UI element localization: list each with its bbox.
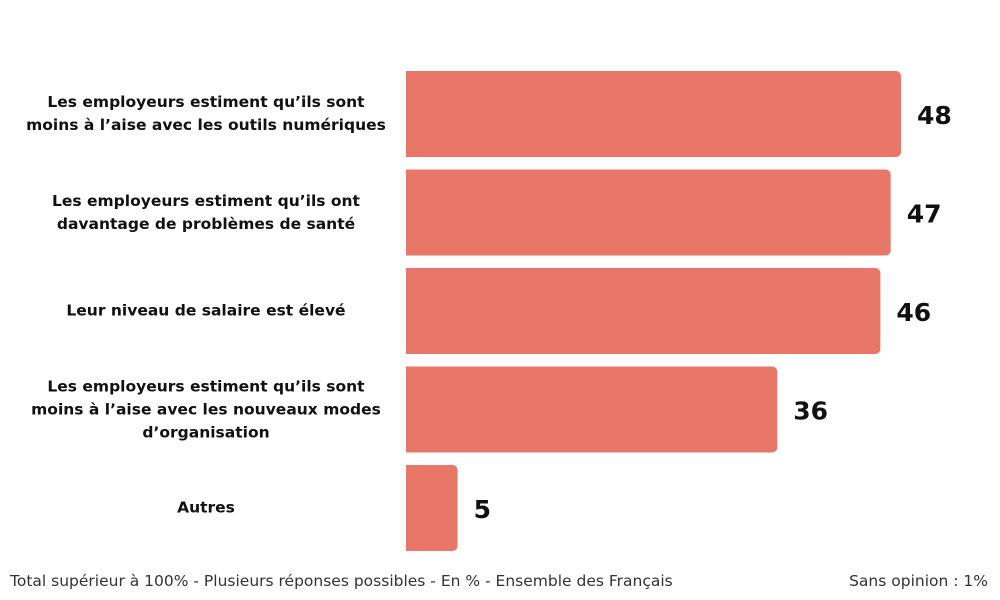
bar-2 [406, 268, 881, 354]
bar-edge-2 [406, 268, 412, 354]
bar-edge-0 [406, 71, 412, 157]
category-label-1: Les employeurs estiment qu’ils ont davan… [52, 191, 360, 233]
bar-1 [406, 169, 891, 256]
bar-4 [406, 465, 458, 551]
data-label-4: 5 [474, 495, 491, 524]
category-label-2: Leur niveau de salaire est élevé [66, 301, 346, 320]
category-label-3: Les employeurs estiment qu’ils sont moin… [31, 377, 381, 441]
data-label-3: 36 [793, 397, 828, 426]
bar-edge-4 [406, 465, 412, 551]
no-opinion-note: Sans opinion : 1% [849, 572, 988, 590]
bar-edge-1 [406, 169, 412, 256]
footer-note: Total supérieur à 100% - Plusieurs répon… [10, 572, 673, 590]
data-label-0: 48 [917, 101, 952, 130]
category-label-4: Autres [177, 498, 235, 517]
data-label-1: 47 [907, 200, 942, 229]
bar-3 [406, 366, 778, 453]
data-label-2: 46 [896, 298, 931, 327]
bar-0 [406, 71, 901, 157]
category-label-0: Les employeurs estiment qu’ils sont moin… [26, 93, 386, 134]
bar-edge-3 [406, 366, 412, 453]
